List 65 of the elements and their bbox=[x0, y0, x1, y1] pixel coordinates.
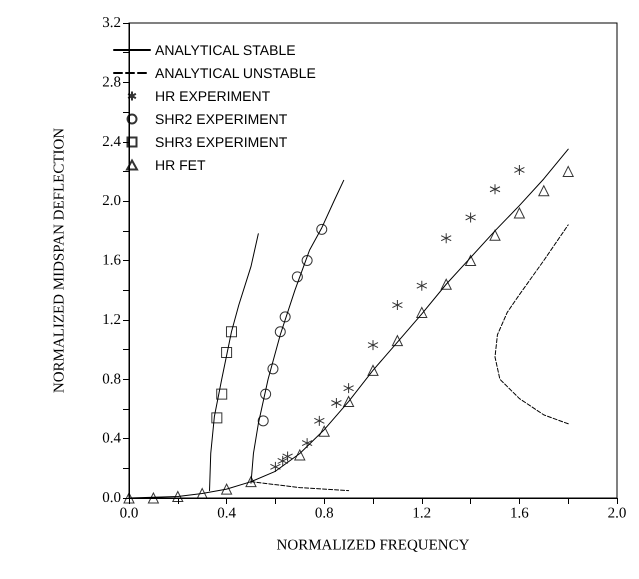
point bbox=[392, 300, 403, 311]
point bbox=[514, 208, 525, 218]
point bbox=[267, 363, 278, 374]
point bbox=[211, 412, 222, 424]
point bbox=[314, 415, 325, 426]
legend-label: HR EXPERIMENT bbox=[155, 88, 271, 104]
point bbox=[440, 278, 452, 290]
point bbox=[277, 455, 288, 466]
point bbox=[148, 492, 159, 504]
y-tick-label: 0.4 bbox=[102, 430, 122, 447]
point bbox=[440, 232, 452, 244]
point bbox=[302, 438, 313, 449]
y-tick-label: 2.8 bbox=[102, 74, 121, 90]
point bbox=[465, 212, 476, 223]
point bbox=[514, 164, 525, 176]
y-tick-label: 0.8 bbox=[102, 371, 121, 388]
y-tick-label: 0.0 bbox=[102, 490, 121, 506]
point bbox=[270, 461, 281, 472]
y-tick-label: 3.2 bbox=[102, 15, 121, 31]
point bbox=[343, 382, 354, 394]
x-tick-label: 0.0 bbox=[120, 506, 138, 522]
point bbox=[172, 491, 184, 502]
x-tick-label: 1.6 bbox=[510, 506, 530, 522]
point bbox=[292, 271, 303, 282]
x-tick-label: 2.0 bbox=[608, 506, 626, 522]
y-tick-label: 1.2 bbox=[102, 312, 121, 328]
point bbox=[260, 388, 272, 400]
point bbox=[368, 340, 378, 351]
point bbox=[368, 364, 378, 376]
point bbox=[318, 426, 330, 437]
point bbox=[316, 224, 328, 235]
point bbox=[246, 476, 256, 488]
point bbox=[343, 396, 354, 408]
x-axis-title: NORMALIZED FREQUENCY bbox=[276, 538, 470, 554]
legend-label: SHR3 EXPERIMENT bbox=[155, 134, 288, 150]
legend-label: ANALYTICAL UNSTABLE bbox=[155, 65, 316, 81]
y-tick-label: 2.4 bbox=[102, 134, 122, 150]
y-tick-label: 1.6 bbox=[102, 252, 122, 268]
point bbox=[538, 185, 550, 196]
point bbox=[416, 280, 428, 292]
point bbox=[280, 311, 291, 322]
legend-label: HR FET bbox=[155, 157, 206, 173]
point bbox=[258, 415, 269, 426]
point bbox=[562, 166, 574, 177]
point bbox=[226, 326, 237, 338]
point bbox=[416, 306, 428, 318]
point bbox=[465, 255, 476, 266]
point bbox=[282, 450, 294, 462]
y-axis-title: NORMALIZED MIDSPAN DEFLECTION bbox=[52, 128, 68, 394]
x-tick-label: 0.4 bbox=[217, 506, 236, 522]
legend-label: SHR2 EXPERIMENT bbox=[155, 111, 288, 127]
point bbox=[294, 449, 306, 460]
point bbox=[392, 335, 403, 346]
y-tick-label: 2.0 bbox=[102, 193, 121, 210]
point bbox=[330, 398, 342, 408]
point bbox=[302, 255, 313, 266]
legend-label: ANALYTICAL STABLE bbox=[155, 42, 296, 58]
x-tick-label: 1.2 bbox=[412, 506, 432, 522]
point bbox=[221, 484, 232, 495]
point bbox=[490, 184, 500, 195]
point bbox=[216, 388, 228, 400]
point bbox=[274, 326, 286, 338]
point bbox=[490, 230, 500, 241]
point bbox=[221, 347, 232, 358]
x-tick-label: 0.8 bbox=[314, 506, 334, 522]
